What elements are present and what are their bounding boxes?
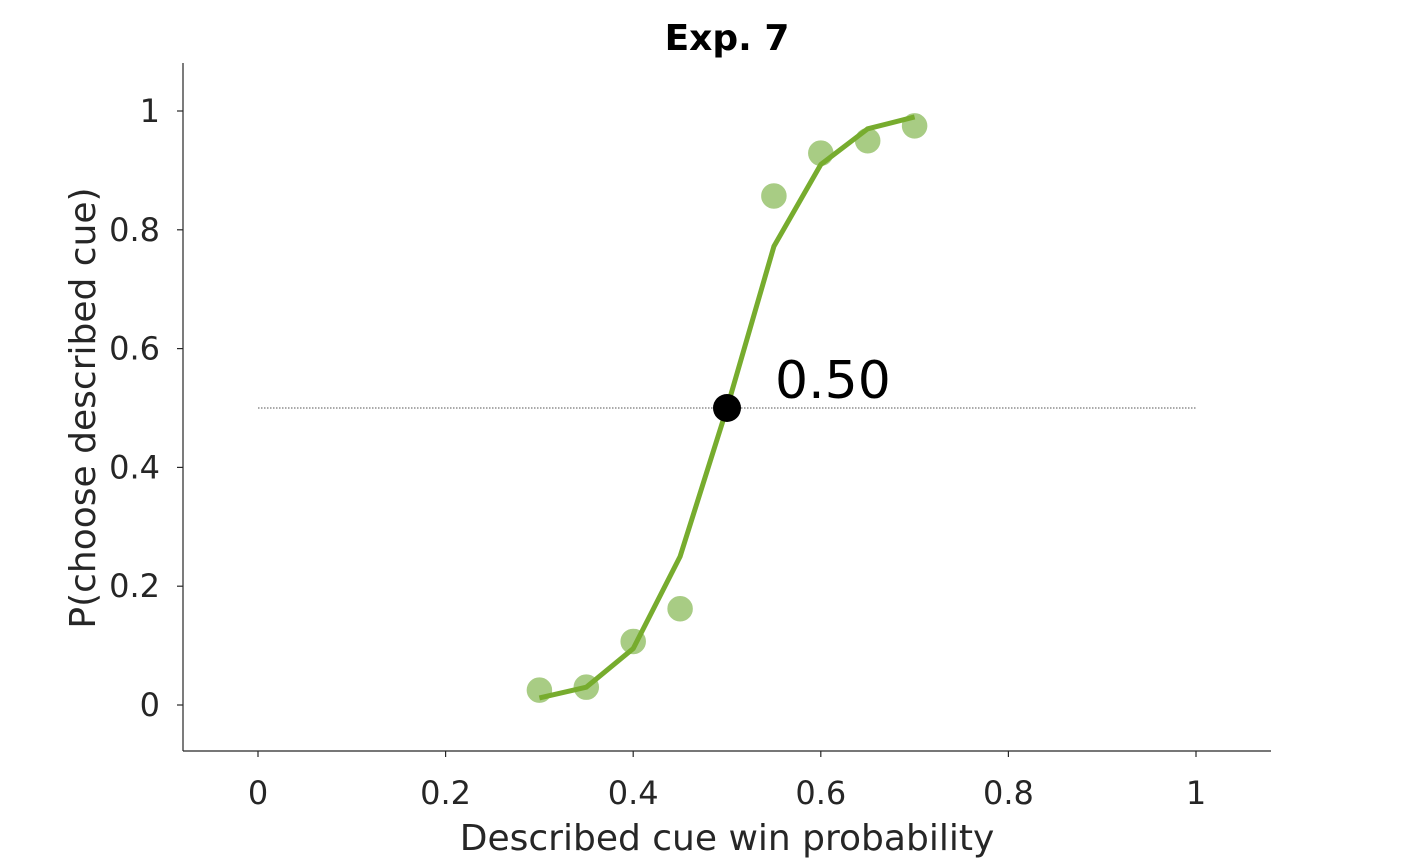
data-point [665, 594, 695, 624]
x-tick-label: 0.8 [983, 774, 1034, 812]
chart-title: Exp. 7 [665, 18, 790, 59]
y-axis-label: P(choose described cue) [63, 187, 104, 628]
x-tick-label: 0.4 [608, 774, 659, 812]
x-tick-label: 0.6 [795, 774, 846, 812]
data-point [525, 675, 554, 705]
x-tick-label: 0.2 [420, 774, 471, 812]
x-tick-label: 0 [248, 774, 268, 812]
y-tick-label: 0.8 [109, 211, 160, 249]
y-tick-label: 0.6 [109, 330, 160, 368]
x-tick-labels: 0 0.2 0.4 0.6 0.8 1 [248, 751, 1206, 812]
indifference-point-label: 0.50 [775, 351, 891, 411]
y-tick-label: 0 [140, 686, 160, 724]
y-tick-label: 1 [140, 92, 160, 130]
indifference-point-marker [713, 394, 741, 422]
data-point [900, 111, 929, 141]
x-axis-label: Described cue win probability [460, 818, 995, 859]
data-point [759, 181, 789, 211]
y-tick-label: 0.2 [109, 567, 160, 605]
y-tick-label: 0.4 [109, 448, 160, 486]
y-tick-labels: 0 0.2 0.4 0.6 0.8 1 [109, 92, 183, 724]
x-tick-label: 1 [1186, 774, 1206, 812]
